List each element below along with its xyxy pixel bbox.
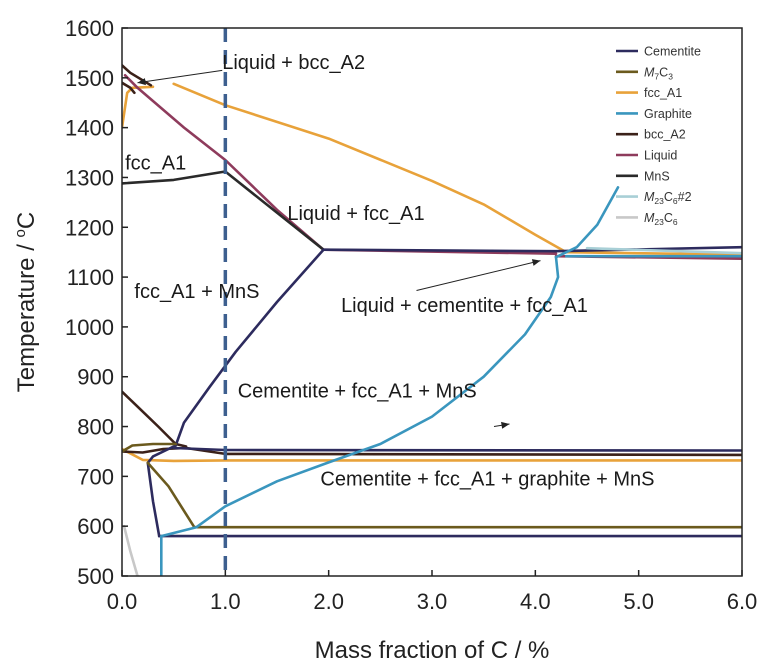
annotation-arrowhead <box>137 78 146 86</box>
x-tick-label: 4.0 <box>520 589 551 614</box>
annotation-arrow-line <box>416 260 541 292</box>
phase-boundary-line-11 <box>122 170 227 185</box>
y-tick-label: 700 <box>77 464 114 489</box>
x-tick-label: 2.0 <box>313 589 344 614</box>
x-tick-label: 5.0 <box>623 589 654 614</box>
y-tick-label: 1100 <box>67 265 114 290</box>
phase-region-label: Liquid + bcc_A2 <box>222 52 365 74</box>
legend-label: bcc_A2 <box>644 128 686 142</box>
annotation-arrowhead <box>501 421 510 429</box>
phase-region-label: Liquid + fcc_A1 <box>287 203 424 225</box>
y-axis-label-degree: o <box>12 229 29 237</box>
annotation-arrow-line <box>137 69 223 84</box>
y-axis-label-unit: C <box>13 212 40 229</box>
phase-region-label: Cementite + fcc_A1 + graphite + MnS <box>320 468 654 490</box>
phase-boundary-line-12 <box>224 170 325 251</box>
phase-boundary-line-7 <box>122 64 153 87</box>
x-axis-label: Mass fraction of C / % <box>315 637 550 664</box>
phase-region-label: Cementite + fcc_A1 + MnS <box>238 381 477 403</box>
y-tick-label: 800 <box>77 415 114 440</box>
legend-label: M23C6 <box>644 211 678 227</box>
annotation-layer: Liquid + bcc_A2 fcc_A1 Liquid + fcc_A1 fcc_… <box>125 52 654 490</box>
y-tick-label: 600 <box>77 514 114 539</box>
phase-boundary-line-2 <box>564 250 742 256</box>
annotation-arrowhead <box>531 259 541 266</box>
phase-boundary-line-23 <box>554 186 620 259</box>
legend-label: MnS <box>644 169 670 183</box>
phase-boundary-line-14 <box>322 245 742 253</box>
legend-label: Liquid <box>644 149 677 163</box>
y-tick-label: 1000 <box>65 315 114 340</box>
phase-boundary-line-19 <box>122 442 177 453</box>
phase-boundary-line-4 <box>123 74 325 251</box>
series-layer <box>122 64 742 576</box>
legend-label: Graphite <box>644 107 692 121</box>
axis-ticks: 0.0 1.0 2.0 3.0 4.0 5.0 6.0 500 600 700 800 900 1000… <box>65 16 757 614</box>
x-tick-label: 0.0 <box>107 589 138 614</box>
phase-boundary-line-26 <box>122 524 139 576</box>
legend-label: fcc_A1 <box>644 86 682 100</box>
phase-boundary-line-20 <box>146 461 196 529</box>
y-tick-label: 1600 <box>65 16 114 41</box>
y-tick-label: 1300 <box>65 165 114 190</box>
phase-boundary-line-1 <box>122 85 155 129</box>
y-axis-label: Temperature / oC <box>12 212 40 392</box>
phase-boundary-line-16 <box>146 461 161 538</box>
x-tick-label: 3.0 <box>417 589 448 614</box>
legend-label: M23C6#2 <box>644 190 692 206</box>
y-tick-label: 900 <box>77 365 114 390</box>
x-tick-label: 1.0 <box>210 589 241 614</box>
legend-label: Cementite <box>644 45 701 59</box>
legend-label: M7C3 <box>644 65 673 81</box>
phase-region-label: Liquid + cementite + fcc_A1 <box>341 295 588 317</box>
phase-boundary-line-15 <box>146 444 177 465</box>
phase-region-label: fcc_A1 + MnS <box>134 281 259 303</box>
phase-boundary-line-18 <box>172 446 742 452</box>
y-tick-label: 1500 <box>65 66 114 91</box>
phase-boundary-line-13 <box>174 248 325 447</box>
y-tick-label: 500 <box>77 564 114 589</box>
phase-region-label: fcc_A1 <box>125 152 186 174</box>
x-tick-label: 6.0 <box>727 589 758 614</box>
y-tick-label: 1200 <box>65 215 114 240</box>
phase-boundary-line-8 <box>122 81 136 95</box>
phase-boundary-line-25 <box>585 246 742 255</box>
phase-boundary-line-22 <box>160 255 560 576</box>
legend: Cementite M7C3 fcc_A1 Graphite bcc_A2 Liquid M… <box>616 45 701 227</box>
y-tick-label: 1400 <box>65 116 114 141</box>
y-axis-label-main: Temperature / <box>13 237 40 392</box>
phase-boundary-line-9 <box>122 390 188 448</box>
phase-boundary-line-3 <box>122 447 742 463</box>
